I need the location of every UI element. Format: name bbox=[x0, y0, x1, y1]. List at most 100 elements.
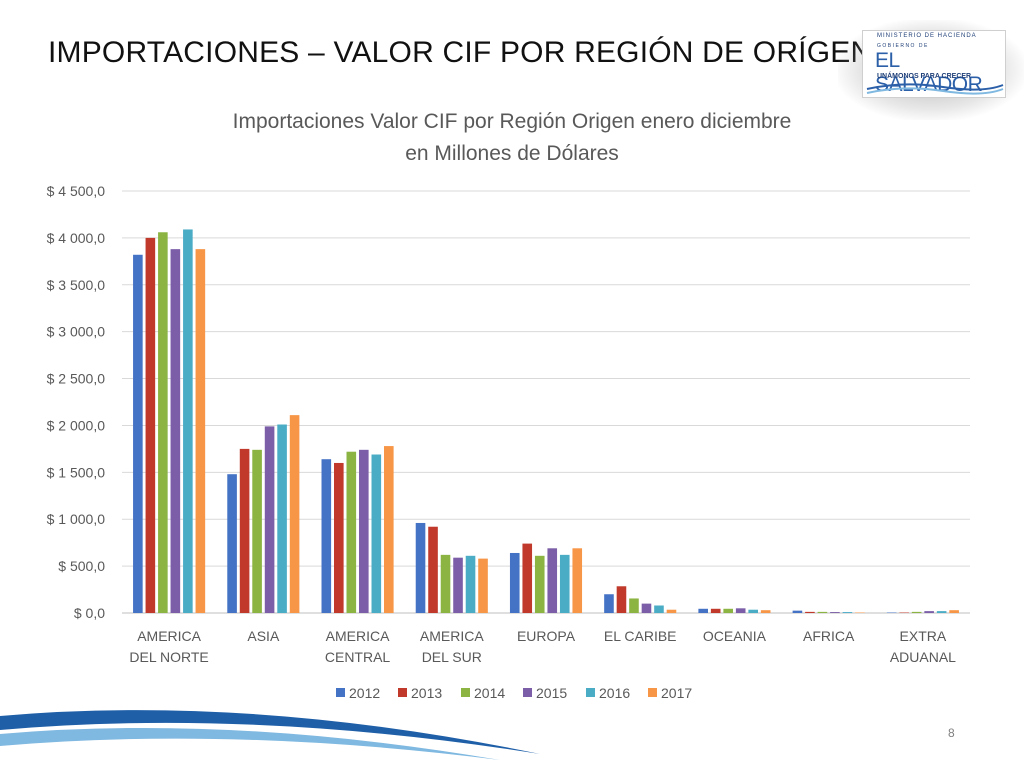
bar-2016-3 bbox=[465, 555, 476, 613]
legend-label-2012: 2012 bbox=[349, 685, 380, 701]
bar-2012-3 bbox=[415, 522, 426, 613]
x-category-label: AMERICA bbox=[326, 628, 390, 644]
y-tick-label: $ 500,0 bbox=[58, 558, 105, 574]
bar-2016-4 bbox=[559, 554, 570, 613]
bar-2015-0 bbox=[170, 249, 181, 614]
bar-2013-1 bbox=[239, 448, 250, 613]
bar-2017-6 bbox=[760, 610, 771, 613]
legend-swatch-2017 bbox=[648, 688, 657, 697]
bar-2015-3 bbox=[453, 557, 463, 613]
bar-2014-8 bbox=[911, 611, 922, 613]
bar-2016-7 bbox=[842, 612, 853, 613]
bar-2015-7 bbox=[830, 612, 840, 613]
bottom-swoosh-decoration bbox=[0, 706, 560, 768]
y-tick-label: $ 2 000,0 bbox=[47, 417, 106, 433]
y-tick-label: $ 3 000,0 bbox=[47, 324, 106, 340]
imports-bar-chart: Importaciones Valor CIF por Región Orige… bbox=[47, 110, 970, 701]
bar-2013-7 bbox=[805, 611, 815, 613]
y-tick-label: $ 3 500,0 bbox=[47, 277, 106, 293]
logo-wave-icon bbox=[866, 83, 1004, 95]
x-category-label: DEL SUR bbox=[422, 649, 482, 665]
bar-2015-4 bbox=[547, 548, 558, 613]
x-category-label: ADUANAL bbox=[890, 649, 956, 665]
y-tick-label: $ 4 500,0 bbox=[47, 183, 106, 199]
bar-2014-5 bbox=[629, 598, 639, 613]
x-category-label: EUROPA bbox=[517, 628, 576, 644]
legend-label-2014: 2014 bbox=[474, 685, 505, 701]
chart-bars bbox=[133, 229, 959, 614]
bar-2012-0 bbox=[133, 254, 143, 613]
bar-2016-6 bbox=[748, 609, 758, 613]
legend-swatch-2014 bbox=[461, 688, 470, 697]
bar-2016-5 bbox=[654, 605, 664, 613]
x-category-label: AMERICA bbox=[420, 628, 484, 644]
logo-ministry-text: MINISTERIO DE HACIENDA bbox=[877, 33, 977, 39]
bar-2017-0 bbox=[195, 249, 206, 614]
y-tick-label: $ 1 500,0 bbox=[47, 464, 106, 480]
x-category-label: CENTRAL bbox=[325, 649, 391, 665]
x-category-label: AMERICA bbox=[137, 628, 201, 644]
bar-2014-2 bbox=[346, 451, 357, 613]
legend-swatch-2013 bbox=[398, 688, 407, 697]
bar-2012-7 bbox=[792, 610, 803, 613]
x-category-label: ASIA bbox=[247, 628, 280, 644]
bar-2016-1 bbox=[277, 424, 287, 613]
bar-2015-1 bbox=[264, 426, 275, 613]
y-tick-label: $ 0,0 bbox=[74, 605, 105, 621]
bar-2014-1 bbox=[252, 449, 262, 613]
bar-2014-4 bbox=[534, 555, 545, 613]
bar-2015-6 bbox=[735, 608, 746, 613]
bar-2014-6 bbox=[723, 608, 733, 613]
legend-swatch-2016 bbox=[586, 688, 595, 697]
el-salvador-logo: MINISTERIO DE HACIENDA GOBIERNO DE EL SA… bbox=[862, 30, 1006, 98]
bar-2012-5 bbox=[604, 594, 614, 613]
x-category-label: AFRICA bbox=[803, 628, 855, 644]
x-category-label: EL CARIBE bbox=[604, 628, 677, 644]
chart-title-line-1: Importaciones Valor CIF por Región Orige… bbox=[233, 110, 792, 133]
bar-2012-6 bbox=[698, 608, 708, 613]
bar-2014-0 bbox=[158, 232, 168, 614]
chart-title-line-2: en Millones de Dólares bbox=[405, 142, 619, 165]
legend-swatch-2012 bbox=[336, 688, 345, 697]
bar-2012-2 bbox=[321, 459, 332, 613]
bar-2017-2 bbox=[384, 446, 394, 613]
bar-2013-3 bbox=[428, 526, 438, 613]
legend-label-2015: 2015 bbox=[536, 685, 567, 701]
bar-2013-6 bbox=[710, 608, 721, 613]
chart-legend: 2012 2013 2014 2015 2016 2017 bbox=[336, 685, 692, 701]
chart-gridlines bbox=[122, 190, 970, 614]
legend-label-2017: 2017 bbox=[661, 685, 692, 701]
y-axis-tick-labels: $ 0,0 $ 500,0 $ 1 000,0 $ 1 500,0 $ 2 000,0 $… bbox=[47, 183, 106, 621]
bar-2013-5 bbox=[616, 586, 627, 613]
y-tick-label: $ 2 500,0 bbox=[47, 371, 106, 387]
bar-2013-0 bbox=[145, 237, 156, 613]
bar-2015-8 bbox=[924, 611, 934, 613]
x-category-label: DEL NORTE bbox=[129, 649, 208, 665]
slide-title: IMPORTACIONES – VALOR CIF POR REGIÓN DE … bbox=[48, 36, 873, 69]
y-tick-label: $ 4 000,0 bbox=[47, 230, 106, 246]
logo-government-text: GOBIERNO DE bbox=[877, 43, 929, 49]
x-category-label: EXTRA bbox=[900, 628, 947, 644]
bar-2013-4 bbox=[522, 543, 533, 613]
bar-2017-5 bbox=[666, 609, 677, 613]
bar-2015-5 bbox=[641, 603, 652, 613]
bar-2014-3 bbox=[440, 554, 451, 613]
bar-2015-2 bbox=[359, 449, 369, 613]
bar-2013-2 bbox=[334, 462, 344, 613]
bar-2012-4 bbox=[509, 552, 520, 613]
bar-2014-7 bbox=[817, 611, 828, 613]
bar-2017-1 bbox=[289, 415, 300, 613]
bar-2016-0 bbox=[183, 229, 193, 613]
bar-2017-3 bbox=[478, 558, 488, 613]
legend-swatch-2015 bbox=[523, 688, 532, 697]
x-category-label: OCEANIA bbox=[703, 628, 767, 644]
bar-2017-8 bbox=[949, 610, 959, 613]
bar-2017-4 bbox=[572, 548, 583, 613]
bar-2012-1 bbox=[227, 474, 237, 613]
x-axis-category-labels: AMERICA DEL NORTE ASIA AMERICA CENTRAL AMERIC… bbox=[129, 628, 956, 665]
logo-motto-text: UNÁMONOS PARA CRECER bbox=[877, 73, 972, 80]
y-tick-label: $ 1 000,0 bbox=[47, 511, 106, 527]
bar-2016-8 bbox=[936, 611, 947, 613]
legend-label-2016: 2016 bbox=[599, 685, 630, 701]
bar-2016-2 bbox=[371, 454, 382, 613]
